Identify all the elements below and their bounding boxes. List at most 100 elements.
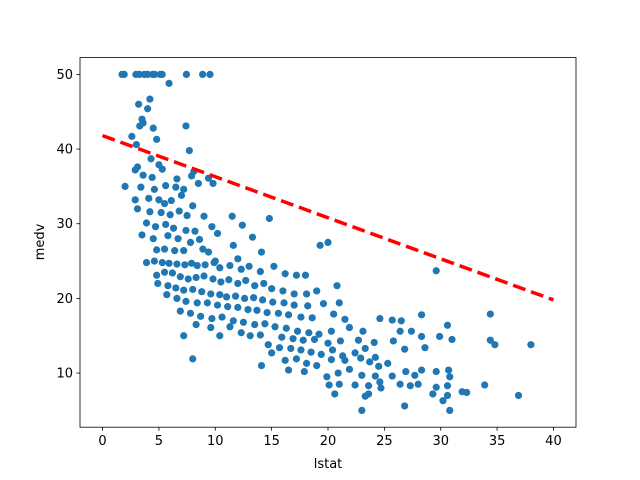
point (265, 214, 273, 223)
point (354, 336, 363, 344)
point (132, 140, 140, 149)
point (182, 70, 191, 78)
point (166, 211, 174, 219)
point (377, 384, 385, 392)
point (182, 122, 190, 130)
point (231, 292, 240, 300)
point (172, 183, 180, 191)
point (217, 278, 225, 286)
point (324, 238, 332, 246)
point (193, 299, 201, 307)
point (366, 358, 374, 366)
point (389, 337, 397, 345)
point (313, 287, 321, 295)
point (193, 261, 201, 270)
point (402, 367, 410, 376)
point (176, 273, 184, 281)
point (268, 349, 276, 357)
point (222, 293, 231, 301)
point (345, 365, 354, 373)
point (153, 135, 161, 143)
point (268, 285, 276, 293)
point (446, 373, 454, 381)
point (216, 332, 224, 340)
point (164, 232, 172, 240)
point (245, 262, 253, 270)
point (201, 261, 209, 269)
point (527, 341, 535, 349)
point (270, 262, 278, 270)
point (307, 348, 315, 356)
point (150, 257, 158, 265)
point (229, 241, 237, 249)
point (264, 341, 272, 349)
point (313, 362, 321, 370)
point (139, 171, 147, 179)
point (146, 208, 154, 216)
point (336, 337, 344, 345)
point (234, 279, 242, 288)
point (445, 366, 453, 374)
point (183, 211, 191, 220)
point (280, 299, 288, 307)
point (142, 219, 151, 227)
point (361, 344, 369, 353)
point (429, 390, 437, 398)
point (180, 247, 188, 255)
point (149, 235, 157, 243)
point (376, 314, 384, 323)
point (137, 183, 145, 191)
point (154, 279, 162, 288)
point (463, 388, 471, 397)
point (446, 406, 454, 414)
point (180, 332, 188, 340)
point (169, 224, 178, 232)
point (162, 182, 170, 190)
point (224, 303, 232, 311)
point (486, 310, 494, 318)
point (345, 323, 354, 332)
point (278, 333, 286, 341)
point (151, 70, 159, 78)
point (218, 313, 226, 321)
point (194, 179, 202, 188)
point (182, 226, 190, 235)
point (257, 248, 266, 256)
point (171, 247, 179, 255)
point (256, 267, 264, 276)
point (351, 381, 359, 389)
x-tick-label: 25 (376, 434, 393, 449)
point (290, 290, 298, 298)
point (131, 166, 139, 174)
point (238, 221, 246, 229)
point (204, 248, 213, 256)
point (173, 294, 181, 302)
point (199, 245, 207, 253)
point (189, 202, 197, 210)
point (189, 285, 197, 294)
point (160, 199, 169, 208)
point (364, 382, 373, 390)
point (334, 369, 342, 377)
point (421, 344, 429, 352)
x-tick-label: 15 (263, 434, 280, 449)
point (341, 356, 349, 364)
x-tick-label: 5 (155, 434, 163, 449)
point (281, 270, 289, 278)
y-tick-label: 50 (56, 68, 73, 83)
point (324, 339, 332, 347)
point (160, 268, 169, 276)
point (333, 282, 341, 290)
point (207, 290, 215, 298)
y-axis-label: medv (33, 223, 48, 260)
point (327, 327, 335, 335)
point (274, 309, 282, 317)
point (417, 311, 426, 319)
point (172, 284, 180, 292)
point (160, 245, 169, 253)
point (216, 264, 224, 272)
point (358, 406, 366, 414)
point (244, 306, 252, 314)
